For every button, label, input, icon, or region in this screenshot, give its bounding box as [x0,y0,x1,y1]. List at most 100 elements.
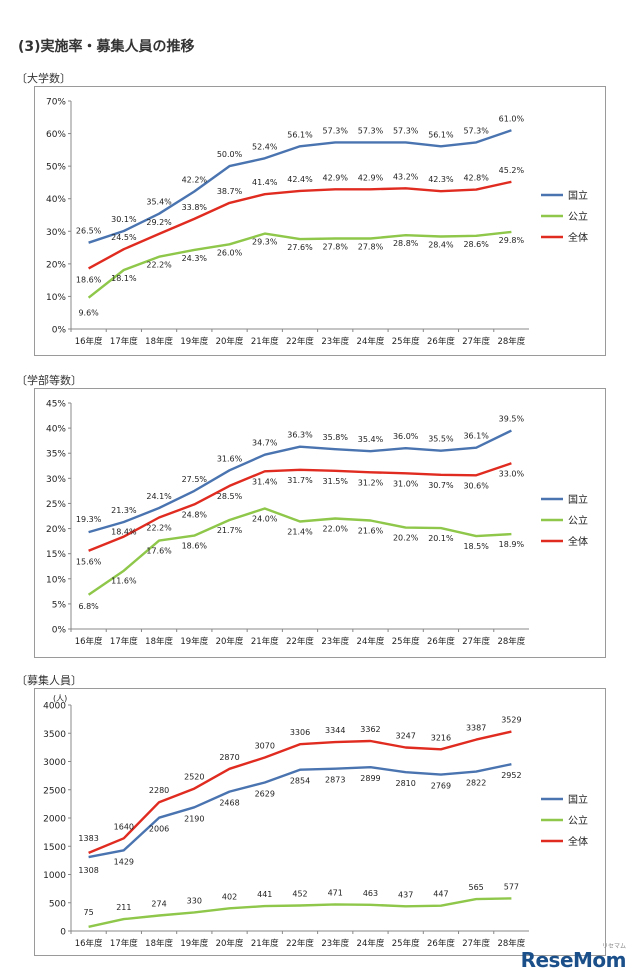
y-tick-label: 2500 [43,786,66,796]
data-label-total: 31.5% [323,477,349,486]
data-label-national: 2899 [360,774,380,783]
data-label-total: 3387 [466,724,486,733]
data-label-total: 24.8% [182,510,208,519]
data-label-total: 31.7% [287,476,313,485]
data-label-public: 18.5% [463,542,489,551]
data-label-public: 24.0% [252,514,278,523]
x-tick-label: 17年度 [110,938,138,949]
y-unit-label: (人) [53,694,67,703]
x-tick-label: 26年度 [427,938,455,949]
data-label-national: 27.5% [182,475,208,484]
x-tick-label: 22年度 [286,938,314,949]
data-label-national: 34.7% [252,439,278,448]
data-label-total: 41.4% [252,178,278,187]
x-tick-label: 25年度 [392,336,420,347]
y-tick-label: 2000 [43,815,66,825]
data-label-public: 9.6% [78,309,99,318]
data-label-total: 38.7% [217,187,243,196]
y-tick-label: 5% [52,600,67,610]
y-tick-label: 20% [46,525,66,535]
data-label-total: 3529 [501,716,521,725]
y-tick-label: 3000 [43,758,66,768]
data-label-total: 45.2% [499,166,525,175]
data-label-national: 26.5% [76,227,102,236]
x-tick-label: 26年度 [427,636,455,647]
x-tick-label: 20年度 [216,636,244,647]
x-tick-label: 20年度 [216,938,244,949]
x-tick-label: 21年度 [251,336,279,347]
data-label-public: 24.3% [182,254,208,263]
watermark-sub: リセマム [601,943,626,950]
data-label-national: 57.3% [393,126,419,135]
x-tick-label: 27年度 [462,636,490,647]
y-tick-label: 60% [46,130,66,140]
legend-label-total: 全体 [568,231,588,244]
data-label-national: 35.4% [146,198,172,207]
section-label-faculties: 〔学部等数〕 [16,374,82,387]
data-label-total: 30.6% [463,481,489,490]
chart-faculties: 0% 5% 10% 15% 20% 25% 30% 35% 40% 45% 16年度 17年度 18年度… [34,388,606,658]
data-label-public: 447 [433,890,448,899]
data-label-total: 42.3% [428,175,454,184]
data-label-public: 274 [151,900,166,909]
x-tick-label: 18年度 [145,336,173,347]
y-tick-label: 40% [46,425,66,435]
series-line-national [88,763,512,859]
data-label-national: 2952 [501,771,521,780]
data-label-public: 21.7% [217,526,243,535]
y-tick-label: 4000 [43,702,66,712]
y-tick-label: 15% [46,550,66,560]
y-tick-label: 1500 [43,843,66,853]
data-label-public: 17.6% [146,547,172,556]
data-label-national: 2629 [255,789,275,798]
data-label-public: 26.0% [217,248,243,257]
legend-label-national: 国立 [568,493,588,506]
data-label-national: 35.5% [428,435,454,444]
data-label-public: 27.8% [358,242,384,251]
data-label-public: 18.9% [499,540,525,549]
chart-enrollment-svg: 0 500 1000 1500 2000 2500 3000 3500 4000(人) 16年度 1… [43,694,588,949]
data-label-public: 27.6% [287,243,313,252]
data-label-total: 1383 [78,834,98,843]
x-tick-label: 25年度 [392,938,420,949]
x-tick-label: 22年度 [286,336,314,347]
data-label-total: 22.2% [146,524,172,533]
y-tick-label: 30% [46,228,66,238]
x-tick-label: 23年度 [321,636,349,647]
data-label-national: 2810 [396,779,416,788]
data-label-public: 577 [504,882,519,891]
data-label-national: 35.8% [323,433,349,442]
data-label-total: 3362 [360,725,380,734]
x-tick-label: 28年度 [497,636,525,647]
x-tick-label: 27年度 [462,938,490,949]
legend-label-public: 公立 [568,210,588,223]
data-label-public: 22.0% [323,525,349,534]
data-label-national: 2769 [431,782,451,791]
data-label-national: 36.3% [287,431,313,440]
data-label-total: 28.5% [217,492,243,501]
x-tick-label: 24年度 [357,938,385,949]
data-label-national: 57.3% [463,126,489,135]
series-line-national [88,429,512,534]
data-label-national: 61.0% [499,114,525,123]
data-label-national: 2854 [290,777,310,786]
data-label-national: 24.1% [146,492,172,501]
data-label-national: 2822 [466,779,486,788]
data-label-public: 28.4% [428,240,454,249]
data-label-public: 330 [187,896,202,905]
y-tick-label: 0% [52,326,67,336]
data-label-total: 33.0% [499,469,525,478]
x-tick-label: 23年度 [321,938,349,949]
x-tick-label: 21年度 [251,938,279,949]
data-label-total: 29.2% [146,218,172,227]
data-label-national: 56.1% [287,130,313,139]
y-tick-label: 20% [46,260,66,270]
data-label-public: 452 [292,889,307,898]
series-line-total [88,730,512,855]
series-line-national [88,129,512,244]
data-label-national: 39.5% [499,415,525,424]
data-label-public: 441 [257,890,272,899]
y-tick-label: 0 [60,928,66,938]
series-line-public [87,230,512,299]
data-label-total: 42.9% [323,173,349,182]
